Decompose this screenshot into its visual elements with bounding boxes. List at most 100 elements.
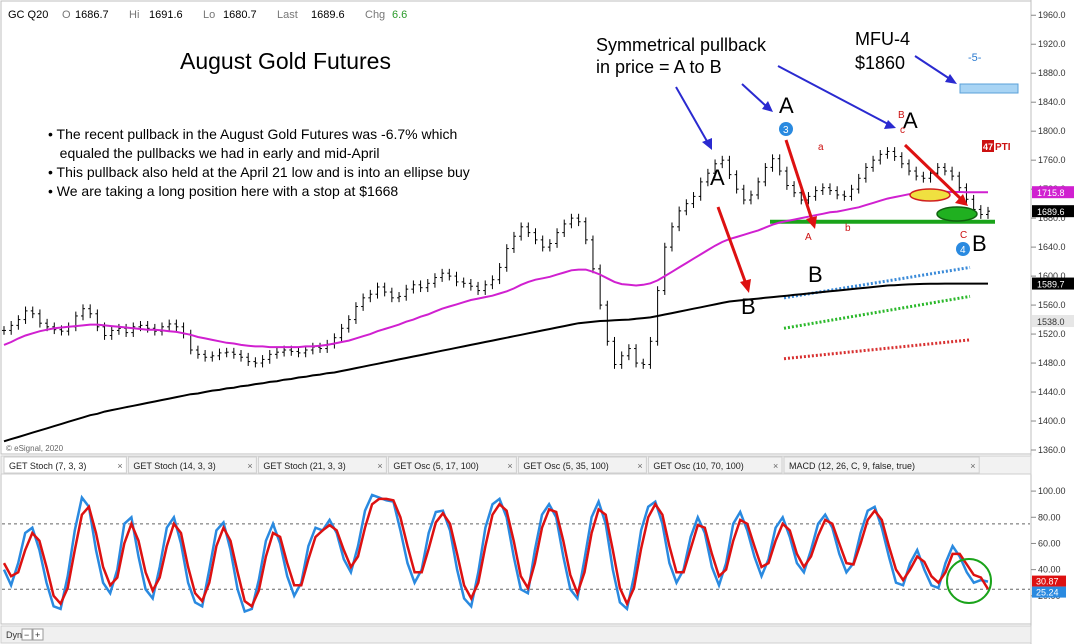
price-tag-0 xyxy=(1032,186,1074,199)
tab-label-4: GET Osc (5, 35, 100) xyxy=(523,461,608,471)
tab-close-icon-6[interactable]: × xyxy=(970,461,975,471)
esignal-copyright: © eSignal, 2020 xyxy=(6,444,64,453)
tab-close-icon-0[interactable]: × xyxy=(117,461,122,471)
tab-close-icon-2[interactable]: × xyxy=(377,461,382,471)
price-ytick-label-2: 1440.0 xyxy=(1038,387,1066,397)
arrow-head-2 xyxy=(762,101,773,112)
price-tag-label-3: 1538.0 xyxy=(1037,317,1065,327)
bullet-line-1: • The recent pullback in the August Gold… xyxy=(48,126,457,142)
arrow-2 xyxy=(741,83,767,107)
target-box xyxy=(959,83,1019,94)
stoch-ytick-label-2: 60.00 xyxy=(1038,538,1061,548)
pullback-arrow-1 xyxy=(716,206,748,285)
price-ytick-label-0: 1360.0 xyxy=(1038,445,1066,455)
pullback-arrow-3 xyxy=(903,143,964,202)
dyn-label[interactable]: Dyn xyxy=(6,630,22,640)
price-ytick-label-11: 1800.0 xyxy=(1038,126,1066,136)
header-field-value-1: 1691.6 xyxy=(149,9,183,21)
wave-5-label: -5- xyxy=(968,52,982,64)
series-stoch_slow xyxy=(2,497,990,609)
wave-label-b1: B xyxy=(741,294,756,319)
tab-close-icon-4[interactable]: × xyxy=(637,461,642,471)
price-ytick-label-10: 1760.0 xyxy=(1038,155,1066,165)
zoom-out-button[interactable] xyxy=(21,628,33,641)
small-label-cap-c: C xyxy=(960,230,967,241)
tab-4[interactable] xyxy=(517,456,647,474)
pti-badge xyxy=(982,140,994,152)
arrow-head-3 xyxy=(884,120,896,129)
stoch-ytick-label-3: 80.00 xyxy=(1038,512,1061,522)
fan-line-red xyxy=(783,338,971,361)
mfu-label-2: $1860 xyxy=(855,53,905,73)
arrow-1 xyxy=(675,86,709,144)
zoom-in-button[interactable] xyxy=(32,628,44,641)
price-ytick-label-7: 1640.0 xyxy=(1038,242,1066,252)
header-field-value-0: 1686.7 xyxy=(75,9,109,21)
indicator-tabs: GET Stoch (7, 3, 3) × GET Stoch (14, 3, 3)… xyxy=(3,456,980,474)
header-field-value-3: 1689.6 xyxy=(311,9,345,21)
arrow-4 xyxy=(914,55,951,80)
tab-3[interactable] xyxy=(387,456,517,474)
price-tag-label-1: 1689.6 xyxy=(1037,207,1065,217)
small-label-cap-a: A xyxy=(805,232,812,243)
tab-close-icon-1[interactable]: × xyxy=(247,461,252,471)
series-ma_fast xyxy=(3,190,988,349)
pullback-arrow-2 xyxy=(784,139,814,221)
bullet-line-4: • We are taking a long position here wit… xyxy=(48,183,398,199)
pullback-arrow-heads xyxy=(740,194,968,293)
tab-label-6: MACD (12, 26, C, 9, false, true) xyxy=(789,461,915,471)
tab-6[interactable] xyxy=(783,456,980,474)
pti-label: PTI xyxy=(995,142,1011,153)
stoch-tag-2-label: 25.24 xyxy=(1036,588,1059,598)
tab-label-2: GET Stoch (21, 3, 3) xyxy=(263,461,345,471)
stoch-tag-1 xyxy=(1032,575,1066,587)
wave-circle-4 xyxy=(956,242,970,256)
tab-5[interactable] xyxy=(647,456,783,474)
symmetrical-label-1: Symmetrical pullback xyxy=(596,35,767,55)
price-ytick-label-14: 1920.0 xyxy=(1038,39,1066,49)
price-y-axis: 1360.0 1400.0 1440.0 1480.0 1520.0 1560.0 1600… xyxy=(1031,10,1066,455)
header-field-value-2: 1680.7 xyxy=(223,9,257,21)
small-label-c: c xyxy=(900,125,905,136)
tab-2[interactable] xyxy=(257,456,387,474)
zoom-out-label: − xyxy=(24,630,29,640)
pullback-head-3 xyxy=(955,194,968,206)
tab-0[interactable] xyxy=(3,456,127,474)
wave-label-b2: B xyxy=(808,262,823,287)
price-ytick-label-13: 1880.0 xyxy=(1038,68,1066,78)
tab-1[interactable] xyxy=(127,456,257,474)
stoch-ytick-label-4: 100.00 xyxy=(1038,486,1066,496)
tab-close-icon-3[interactable]: × xyxy=(507,461,512,471)
symmetrical-label-2: in price = A to B xyxy=(596,57,722,77)
mfu-label-1: MFU-4 xyxy=(855,29,910,49)
wave-label-a2: A xyxy=(779,93,794,118)
tab-label-0: GET Stoch (7, 3, 3) xyxy=(9,461,86,471)
price-ytick-label-12: 1840.0 xyxy=(1038,97,1066,107)
wave-circle-3-label: 3 xyxy=(783,125,789,136)
price-ytick-label-8: 1680.0 xyxy=(1038,213,1066,223)
fan-line-blue xyxy=(783,265,971,300)
series-stoch_fast xyxy=(2,493,989,614)
projection-fan-lines xyxy=(783,265,971,361)
tab-label-1: GET Stoch (14, 3, 3) xyxy=(133,461,215,471)
bullet-line-3: • This pullback also held at the April 2… xyxy=(48,164,470,180)
series-ma_slow xyxy=(3,282,988,443)
price-ytick-label-1: 1400.0 xyxy=(1038,416,1066,426)
price-tag-label-2: 1589.7 xyxy=(1037,280,1065,290)
price-ytick-label-3: 1480.0 xyxy=(1038,358,1066,368)
small-label-a: a xyxy=(818,142,824,153)
zoom-in-label: + xyxy=(35,630,40,640)
price-tag-1 xyxy=(1032,205,1074,218)
price-series-layer xyxy=(2,147,995,443)
tab-close-icon-5[interactable]: × xyxy=(773,461,778,471)
fan-line-green xyxy=(783,294,971,330)
stoch-tag-1-label: 30.87 xyxy=(1036,577,1059,587)
header-field-label-1: Hi xyxy=(129,9,139,21)
wave-circle-3 xyxy=(779,122,793,136)
wave-label-a3: A xyxy=(903,108,918,133)
price-panel xyxy=(0,0,1032,455)
header-field-label-4: Chg xyxy=(365,9,385,21)
